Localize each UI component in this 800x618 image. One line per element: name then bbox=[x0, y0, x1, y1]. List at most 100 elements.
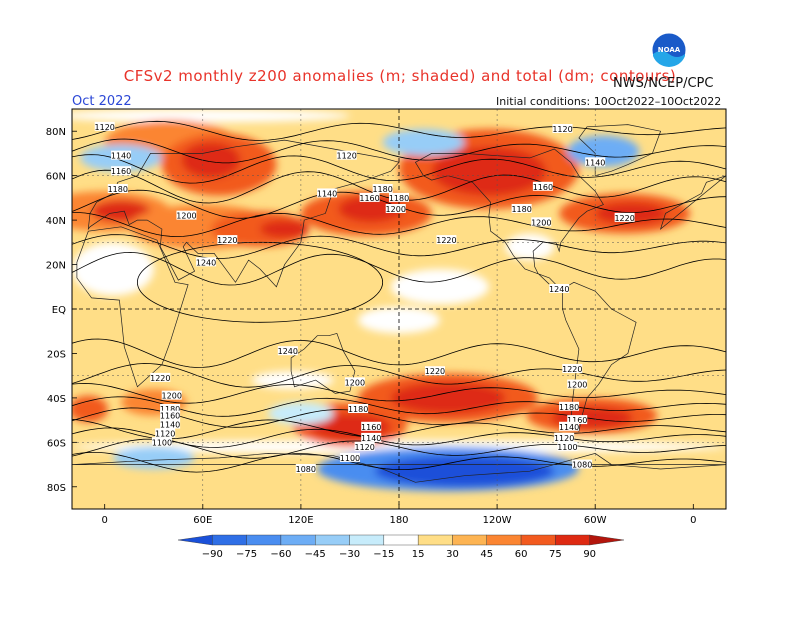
colorbar-tick-label: −60 bbox=[270, 549, 291, 560]
contour-label: 1100 bbox=[340, 454, 360, 463]
contour-label-box bbox=[196, 257, 217, 267]
colorbar-swatch bbox=[520, 534, 556, 546]
contour-label: 1140 bbox=[585, 158, 605, 167]
contour-label-box bbox=[160, 404, 181, 413]
antarctica-coast bbox=[72, 453, 726, 483]
negative-anomaly-region bbox=[382, 129, 465, 156]
latitude-tick-label: 80N bbox=[46, 127, 66, 138]
contour-label-box bbox=[361, 432, 382, 442]
contour-label: 1160 bbox=[111, 167, 131, 176]
contour-label-box bbox=[372, 184, 393, 193]
latitude-tick-label: 20N bbox=[46, 261, 66, 272]
contour-label: 1200 bbox=[386, 205, 406, 214]
contour-label-box bbox=[549, 284, 570, 293]
colorbar-low-arrow bbox=[177, 534, 213, 546]
contour-label-box bbox=[161, 390, 182, 400]
contour-label: 1120 bbox=[155, 429, 175, 438]
chart-title: CFSv2 monthly z200 anomalies (m; shaded)… bbox=[123, 67, 677, 85]
height-contour bbox=[72, 251, 726, 286]
contour-label: 1180 bbox=[108, 185, 128, 194]
colorbar-tick-label: 90 bbox=[583, 549, 596, 560]
contour-label: 1220 bbox=[614, 214, 634, 223]
colorbar-tick-label: 45 bbox=[480, 549, 493, 560]
contour-label: 1200 bbox=[345, 378, 365, 387]
europe-extension-coast bbox=[659, 175, 726, 231]
colorbar-swatch bbox=[246, 534, 282, 546]
contour-label-box bbox=[295, 464, 316, 473]
contour-label: 1220 bbox=[562, 365, 582, 374]
contour-label-box bbox=[361, 421, 382, 431]
contour-label-box bbox=[94, 121, 115, 131]
contour-label: 1180 bbox=[348, 405, 368, 414]
initial-conditions: Initial conditions: 10Oct2022–10Oct2022 bbox=[496, 95, 722, 108]
contour-label-box bbox=[111, 150, 132, 160]
latitude-tick-label: 40S bbox=[47, 394, 66, 405]
contour-label-box bbox=[424, 366, 445, 376]
colorbar-tick-label: 15 bbox=[412, 549, 425, 560]
contour-label: 1120 bbox=[95, 123, 115, 132]
colorbar-swatch bbox=[452, 534, 487, 546]
negative-anomaly-region bbox=[374, 455, 555, 487]
contour-label-box bbox=[151, 437, 172, 447]
positive-anomaly-region bbox=[91, 200, 151, 223]
colorbar-swatch bbox=[280, 534, 316, 546]
noaa-logo: NOAA bbox=[651, 32, 687, 72]
grid-lines bbox=[72, 109, 726, 509]
latitude-tick-label: EQ bbox=[52, 305, 66, 316]
africa-coast bbox=[76, 226, 189, 388]
positive-anomaly-region bbox=[72, 395, 108, 423]
noaa-logo-text: NOAA bbox=[658, 46, 681, 54]
longitude-tick-label: 120W bbox=[483, 515, 512, 526]
north-america-coast bbox=[414, 148, 604, 292]
colorbar-tick-label: −30 bbox=[339, 549, 360, 560]
contour-label-box bbox=[155, 428, 176, 438]
colorbar-swatch bbox=[349, 534, 385, 546]
axis-labels: 80N 60N 40N 20N EQ 20S 40S 60S 80S 0 60E 120E 180 120… bbox=[46, 127, 697, 526]
contour-label-box bbox=[385, 204, 406, 213]
contour-label-box bbox=[277, 346, 298, 356]
contour-label-box bbox=[531, 217, 552, 227]
contour-label: 1100 bbox=[557, 443, 577, 452]
colorbar-tick-label: −45 bbox=[305, 549, 326, 560]
latitude-tick-label: 60S bbox=[47, 438, 66, 449]
longitude-tick-label: 0 bbox=[102, 515, 108, 526]
positive-anomaly-region bbox=[181, 142, 241, 178]
contour-label: 1160 bbox=[361, 423, 381, 432]
contour-label-box bbox=[559, 401, 580, 411]
contour-label: 1220 bbox=[436, 236, 456, 245]
positive-anomaly-region bbox=[260, 220, 310, 238]
contour-label-box bbox=[339, 452, 360, 462]
colorbar-tick-label: 75 bbox=[549, 549, 562, 560]
negative-anomaly-region bbox=[112, 446, 195, 469]
contour-label: 1080 bbox=[296, 465, 316, 474]
europe-asia-coast bbox=[87, 139, 400, 288]
contour-label-box bbox=[562, 364, 583, 373]
longitude-tick-label: 60E bbox=[193, 515, 212, 526]
greenland-coast bbox=[578, 124, 662, 177]
height-contour bbox=[72, 138, 726, 164]
contour-label-box bbox=[567, 415, 588, 425]
contour-label-box bbox=[585, 157, 606, 167]
contour-label: 1240 bbox=[196, 258, 216, 267]
contour-label: 1200 bbox=[567, 381, 587, 390]
latitude-tick-label: 40N bbox=[46, 216, 66, 227]
height-contour bbox=[72, 120, 726, 141]
colorbar-swatch bbox=[383, 534, 419, 546]
neutral-region bbox=[390, 269, 489, 305]
height-contour bbox=[72, 383, 726, 404]
latitude-tick-label: 20S bbox=[47, 349, 66, 360]
contour-label-box bbox=[572, 459, 593, 469]
contour-label-box bbox=[111, 166, 132, 176]
colorbar-tick-label: −75 bbox=[236, 549, 257, 560]
colorbar: −90 −75 −60 −45 −30 −15 15 30 45 60 75 90 bbox=[177, 534, 625, 560]
colorbar-swatch bbox=[212, 534, 247, 546]
contour-label: 1160 bbox=[533, 183, 553, 192]
colorbar-swatch bbox=[417, 534, 453, 546]
contour-label: 1240 bbox=[278, 347, 298, 356]
contour-label-box bbox=[354, 441, 375, 451]
contour-label: 1100 bbox=[152, 438, 172, 447]
colorbar-tick-label: −15 bbox=[373, 549, 394, 560]
contour-label: 1180 bbox=[559, 403, 579, 412]
contour-label: 1180 bbox=[372, 185, 392, 194]
contour-label-box bbox=[614, 212, 635, 222]
